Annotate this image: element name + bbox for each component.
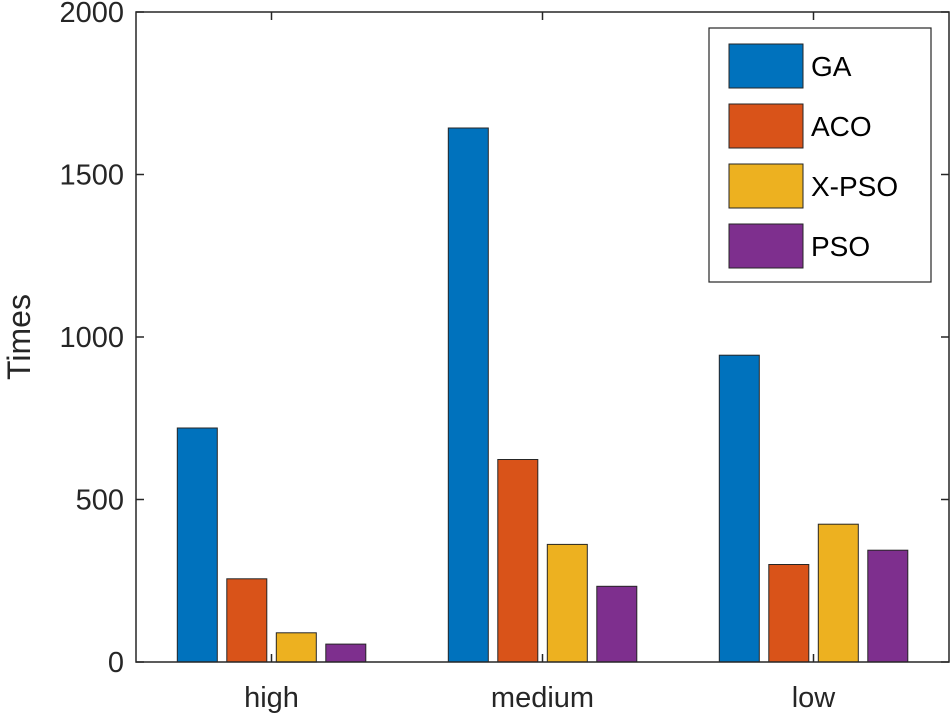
legend: GA ACO X-PSO PSO (708, 27, 932, 283)
bar-ga-high (176, 427, 218, 663)
bar-x-pso-medium (546, 543, 588, 663)
y-tick-label: 500 (76, 485, 124, 517)
y-tick-label: 2000 (59, 0, 124, 29)
y-tick-label: 0 (108, 647, 124, 679)
legend-swatch-x-pso (728, 163, 804, 209)
legend-swatch-pso (728, 223, 804, 269)
x-tick-label: high (244, 682, 299, 714)
legend-label-aco: ACO (811, 111, 872, 142)
x-tick-label: medium (491, 682, 594, 714)
x-tick-label: low (792, 682, 837, 714)
bar-ga-medium (447, 127, 489, 663)
x-axis: high medium low (244, 12, 836, 714)
y-axis: 0 500 1000 1500 2000 (59, 0, 949, 679)
bar-pso-low (867, 549, 909, 663)
bar-aco-low (768, 564, 810, 663)
bar-pso-medium (596, 585, 638, 663)
bar-pso-high (325, 643, 367, 663)
bar-x-pso-low (817, 523, 859, 663)
bars-group (176, 127, 909, 663)
bar-ga-low (718, 354, 760, 663)
legend-label-x-pso: X-PSO (811, 171, 898, 202)
y-tick-label: 1500 (59, 160, 124, 192)
legend-swatch-aco (728, 103, 804, 149)
legend-swatch-ga (728, 43, 804, 89)
bar-aco-high (226, 578, 268, 663)
bar-aco-medium (497, 459, 539, 663)
legend-label-pso: PSO (811, 231, 870, 262)
y-axis-label: Times (1, 294, 37, 380)
legend-label-ga: GA (811, 51, 852, 82)
bar-x-pso-high (275, 632, 317, 663)
y-tick-label: 1000 (59, 322, 124, 354)
